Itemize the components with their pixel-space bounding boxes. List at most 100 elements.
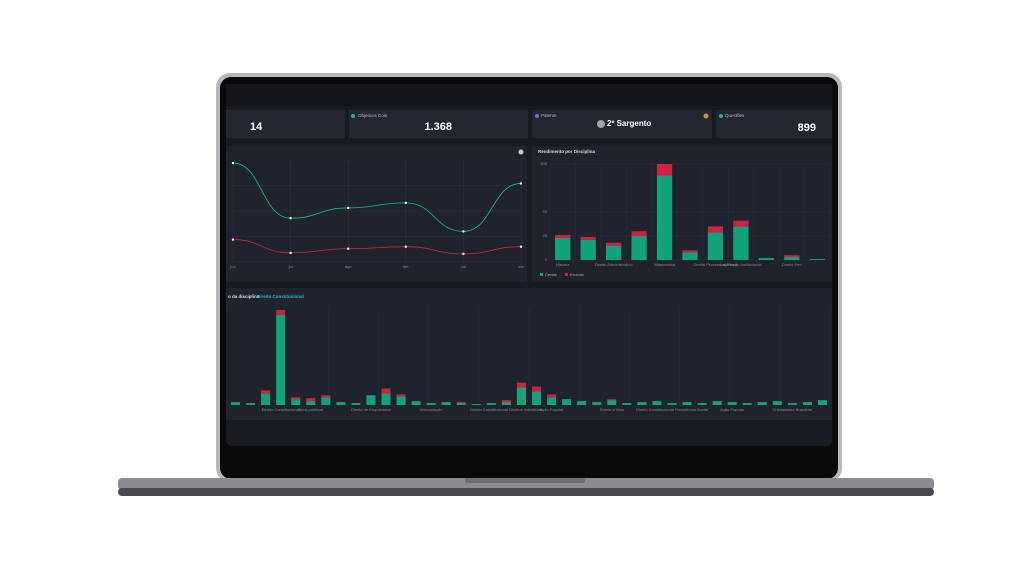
icon <box>535 114 539 118</box>
bar <box>532 391 542 405</box>
bar <box>291 399 301 405</box>
stat-label: Questões <box>725 113 745 118</box>
stat-value: 2º Sargento <box>607 119 651 128</box>
point <box>462 252 465 256</box>
x-tick-label: nov <box>518 264 524 269</box>
y-tick-label: 0 <box>545 257 548 262</box>
line-series <box>232 162 522 232</box>
bar <box>321 397 331 405</box>
bar <box>631 236 647 260</box>
chart-title: Rendimento por Disciplina <box>538 149 596 154</box>
line-series <box>232 239 522 255</box>
point <box>289 251 292 255</box>
x-tick-label: out <box>461 264 467 269</box>
chart-title: o da disciplina <box>228 294 260 299</box>
bar <box>656 164 673 176</box>
point <box>289 216 292 220</box>
x-tick-label: Direito Administrativo <box>595 262 633 267</box>
bar <box>667 403 677 405</box>
point <box>404 201 407 205</box>
x-tick-label: Direito Processual Penal <box>694 262 738 267</box>
point <box>347 247 350 250</box>
bar <box>607 399 617 401</box>
bar <box>441 402 451 405</box>
point <box>519 245 523 248</box>
bar <box>757 402 767 405</box>
stat-card <box>226 110 345 138</box>
bar <box>809 259 825 260</box>
bar <box>336 402 346 405</box>
point <box>404 245 407 248</box>
info-icon <box>703 113 709 119</box>
x-tick-label: Legislação Institucional <box>720 262 761 267</box>
bar <box>758 258 774 260</box>
point <box>519 182 523 185</box>
x-tick-label: Direito à Vida <box>600 407 625 412</box>
x-tick-label: Direito de Propriedade <box>351 407 392 412</box>
icon <box>351 114 355 118</box>
bar <box>276 309 286 315</box>
bar <box>622 403 632 405</box>
stat-value: 14 <box>250 121 263 133</box>
laptop-base-edge <box>118 488 934 496</box>
bar <box>637 402 647 405</box>
x-tick-label: Ação Popular <box>720 407 745 412</box>
stat-card <box>716 110 832 138</box>
bar <box>555 235 571 238</box>
bar <box>577 401 587 405</box>
bar <box>607 400 617 405</box>
panel <box>226 146 527 282</box>
y-tick-label: 50 <box>543 209 548 214</box>
bar <box>733 226 749 260</box>
bar <box>652 401 662 405</box>
point <box>347 206 350 210</box>
bar <box>555 237 571 260</box>
bar <box>606 242 622 246</box>
legend-label: Erradas <box>570 272 584 277</box>
bar <box>631 231 647 236</box>
legend-label: Certas <box>545 272 557 277</box>
bar <box>246 403 256 405</box>
bar <box>784 257 800 260</box>
bar <box>733 220 749 227</box>
bar <box>306 401 316 405</box>
bar <box>291 397 301 400</box>
bar <box>727 402 737 405</box>
bar <box>396 394 406 397</box>
bar <box>772 401 782 405</box>
bar <box>351 403 361 405</box>
bar <box>261 390 271 394</box>
bar <box>456 402 466 404</box>
bar <box>697 403 707 405</box>
rank-icon <box>597 120 605 128</box>
bar <box>707 226 724 233</box>
bar <box>606 245 622 260</box>
bar <box>547 397 557 405</box>
bar <box>787 403 797 405</box>
bar <box>516 382 526 388</box>
bar <box>366 395 376 405</box>
bar <box>547 394 557 398</box>
x-tick-label: Direito Constitucional Direitos Individu… <box>470 407 542 412</box>
point <box>231 161 235 165</box>
bar <box>501 402 511 405</box>
x-tick-label: Direito Constitucional <box>262 407 300 412</box>
point <box>231 238 235 241</box>
stat-card <box>532 110 712 138</box>
bar <box>682 402 692 405</box>
bar <box>306 398 316 402</box>
bar <box>656 175 673 260</box>
x-tick-label: Arrecadação <box>420 407 443 412</box>
stat-value: 1.368 <box>424 121 452 133</box>
legend-swatch <box>565 273 568 276</box>
bar <box>396 396 406 405</box>
bar <box>712 401 722 405</box>
x-tick-label: jun <box>229 264 235 269</box>
bar <box>817 400 827 405</box>
stat-card <box>349 110 528 138</box>
x-tick-label: Direito Pen <box>782 262 802 267</box>
stat-label: Objetivos Coin <box>358 113 388 118</box>
bar <box>682 250 698 253</box>
bar <box>231 402 241 405</box>
